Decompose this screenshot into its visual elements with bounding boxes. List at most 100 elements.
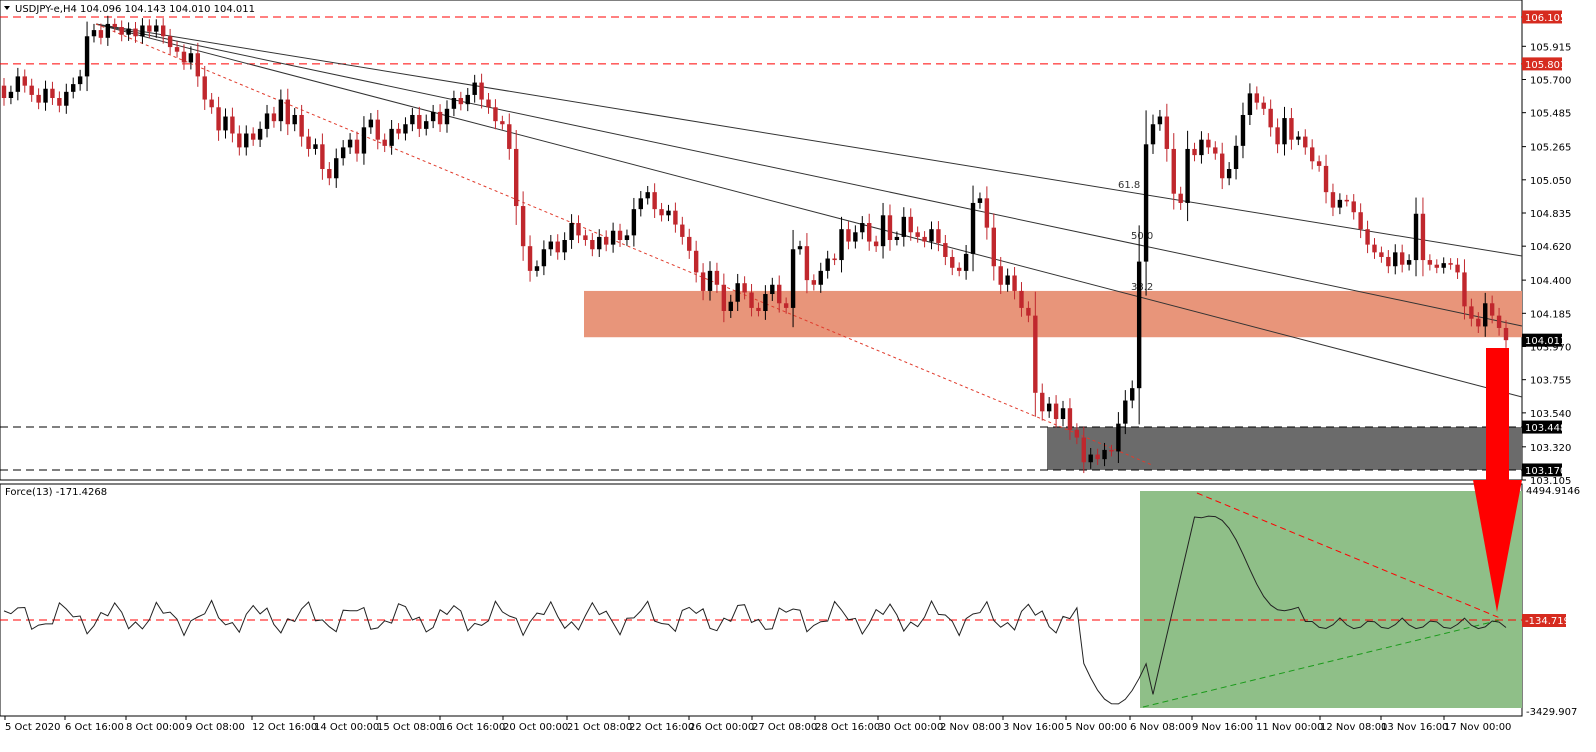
candle-body <box>1330 192 1336 208</box>
candle-body <box>1427 260 1433 265</box>
price-tick-label: 103.755 <box>1530 376 1571 387</box>
price-tick-label: 103.970 <box>1530 342 1571 353</box>
candle-body <box>887 215 893 240</box>
candle-body <box>1088 454 1093 463</box>
candle-body <box>403 124 408 134</box>
candle-body <box>1469 306 1474 319</box>
candle-body <box>237 133 242 148</box>
candle-body <box>915 232 920 237</box>
current-price-tag <box>1522 333 1562 347</box>
force-tick-max: 4494.9146 <box>1526 486 1580 497</box>
candle-body <box>154 25 159 32</box>
time-tick-label: 6 Nov 08:00 <box>1130 722 1191 733</box>
candle-body <box>361 127 367 154</box>
candle-body <box>195 53 201 77</box>
price-zones <box>584 290 1522 470</box>
bearish-arrow <box>1473 348 1522 612</box>
level-label: 103.448 <box>1525 423 1566 434</box>
candle-body <box>493 107 498 122</box>
candle-body <box>1067 408 1073 430</box>
candle-body <box>347 139 353 148</box>
candle-body <box>749 292 754 308</box>
candle-body <box>1399 252 1405 265</box>
fib-label-618: 61.8 <box>1118 180 1140 191</box>
candle-body <box>1296 136 1301 140</box>
candle-body <box>721 284 727 311</box>
candle-body <box>617 230 623 240</box>
candle-body <box>1489 303 1495 316</box>
candle-body <box>583 235 588 240</box>
fan-line-618 <box>95 23 1523 257</box>
candle-body <box>562 240 567 253</box>
horizontal-levels: 106.105 105.801 103.448 103.170 <box>0 10 1566 477</box>
time-tick-label: 8 Oct 00:00 <box>126 722 185 733</box>
candle-body <box>133 28 138 37</box>
level-tag <box>1522 463 1562 477</box>
candle-body <box>735 283 740 302</box>
candle-body <box>1178 193 1183 203</box>
candle-body <box>659 209 664 216</box>
candle-body <box>853 232 858 242</box>
candle-body <box>1441 263 1446 268</box>
candle-body <box>687 236 692 251</box>
candle-body <box>340 147 346 159</box>
candle-body <box>389 128 394 146</box>
candle-body <box>8 91 14 99</box>
time-tick-label: 12 Oct 16:00 <box>252 722 317 733</box>
candle-body <box>1046 403 1052 412</box>
candle-body <box>1323 165 1329 193</box>
candle-body <box>167 36 173 48</box>
candle-body <box>437 111 443 125</box>
candle-body <box>1275 127 1280 145</box>
candle-body <box>188 53 194 63</box>
candle-body <box>209 99 214 108</box>
candle-body <box>29 85 34 95</box>
candle-body <box>1233 145 1239 170</box>
candle-body <box>334 158 339 179</box>
candle-body <box>950 256 955 268</box>
candle-body <box>458 98 464 105</box>
candle-body <box>1448 263 1453 265</box>
time-tick-label: 28 Oct 16:00 <box>815 722 880 733</box>
candle-body <box>36 94 41 103</box>
candle-body <box>825 258 830 271</box>
candle-body <box>320 144 325 170</box>
candle-body <box>1123 400 1128 424</box>
candle-body <box>569 223 574 240</box>
time-tick-label: 26 Oct 00:00 <box>689 722 754 733</box>
candle-body <box>520 206 526 247</box>
candle-body <box>1247 93 1253 115</box>
candle-body <box>306 136 311 149</box>
candle-body <box>700 272 706 291</box>
fibonacci-fan: 61.8 50.0 38.2 <box>95 23 1523 466</box>
support-zone <box>1047 427 1522 470</box>
candle-body <box>673 210 678 225</box>
force-title: Force(13) -171.4268 <box>5 487 107 498</box>
time-tick-label: 20 Oct 00:00 <box>503 722 568 733</box>
candle-body <box>98 30 104 38</box>
candle-body <box>804 246 810 281</box>
candle-body <box>126 28 131 35</box>
level-label: 106.105 <box>1525 13 1566 24</box>
candle-body <box>576 223 581 236</box>
candle-body <box>1206 139 1211 148</box>
resistance-zone <box>584 290 1522 338</box>
candle-body <box>555 241 560 253</box>
level-tag <box>1522 57 1562 71</box>
candle-body <box>922 236 927 242</box>
candle-body <box>1213 147 1218 154</box>
candle-body <box>250 133 256 140</box>
candle-body <box>299 114 304 137</box>
candle-body <box>451 98 457 109</box>
candle-body <box>1351 201 1356 213</box>
arrow-shaft <box>1486 348 1509 482</box>
candle-body <box>1344 199 1350 202</box>
candle-body <box>984 198 990 228</box>
force-index-pane: Force(13) -171.4268 4494.9146 -3429.907 … <box>0 483 1580 718</box>
candle-body <box>479 82 484 100</box>
candle-body <box>1303 136 1308 148</box>
candle-body <box>514 148 519 207</box>
candle-body <box>1033 315 1038 393</box>
chart-title-dropdown-icon[interactable] <box>4 6 10 10</box>
candle-body <box>1393 252 1398 267</box>
